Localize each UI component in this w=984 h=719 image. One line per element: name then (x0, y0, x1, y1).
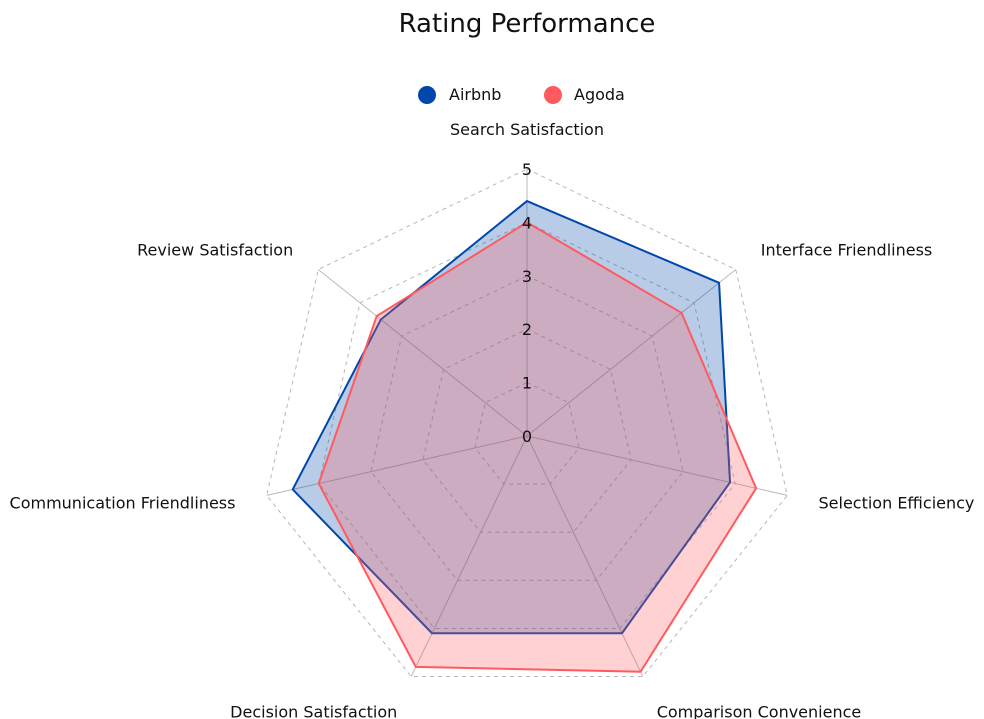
legend-swatch-agoda (544, 86, 562, 104)
axis-label-interface-friendliness: Interface Friendliness (761, 241, 932, 260)
axis-label-search-satisfaction: Search Satisfaction (450, 120, 604, 139)
spoke-4 (526, 435, 644, 677)
axis-label-selection-efficiency: Selection Efficiency (819, 494, 975, 513)
legend-label-airbnb: Airbnb (449, 85, 501, 104)
tick-label-3: 3 (522, 267, 532, 286)
tick-label-2: 2 (522, 320, 532, 339)
grid-ring-1 (474, 382, 580, 485)
spoke-7 (317, 269, 528, 437)
axis-label-decision-satisfaction: Decision Satisfaction (230, 702, 397, 719)
axis-label-review-satisfaction: Review Satisfaction (137, 241, 293, 260)
legend-item-airbnb: Airbnb (418, 85, 501, 104)
tick-label-4: 4 (522, 213, 532, 232)
radar-tick-labels: 0 1 2 3 4 5 (522, 160, 532, 446)
legend-label-agoda: Agoda (574, 85, 625, 104)
legend-swatch-airbnb (418, 86, 436, 104)
series-area-agoda (318, 222, 757, 672)
grid-ring-4 (318, 221, 736, 629)
grid-ring-3 (370, 275, 684, 581)
spoke-2 (526, 269, 737, 437)
radar-axis-labels: Search Satisfaction Interface Friendlines… (10, 120, 975, 719)
axis-label-comparison-convenience: Comparison Convenience (657, 702, 862, 719)
chart-title: Rating Performance (399, 9, 656, 39)
tick-label-0: 0 (522, 427, 532, 446)
spoke-6 (266, 435, 528, 496)
spoke-5 (410, 435, 528, 677)
legend-item-agoda: Agoda (544, 85, 625, 104)
radar-grid (266, 168, 788, 678)
radar-series (291, 200, 758, 673)
tick-label-5: 5 (522, 160, 532, 179)
series-area-airbnb (292, 201, 731, 634)
series-line-agoda (317, 221, 758, 673)
spoke-3 (526, 435, 788, 496)
tick-label-1: 1 (522, 374, 532, 393)
grid-ring-5 (266, 168, 788, 678)
axis-label-communication-friendliness: Communication Friendliness (10, 494, 236, 513)
legend: Airbnb Agoda (418, 85, 625, 104)
